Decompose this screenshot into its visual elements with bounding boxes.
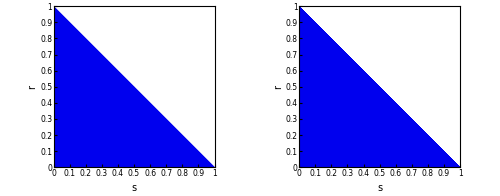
Y-axis label: r: r — [28, 85, 38, 89]
X-axis label: s: s — [132, 183, 136, 193]
X-axis label: s: s — [377, 183, 382, 193]
Y-axis label: r: r — [273, 85, 283, 89]
